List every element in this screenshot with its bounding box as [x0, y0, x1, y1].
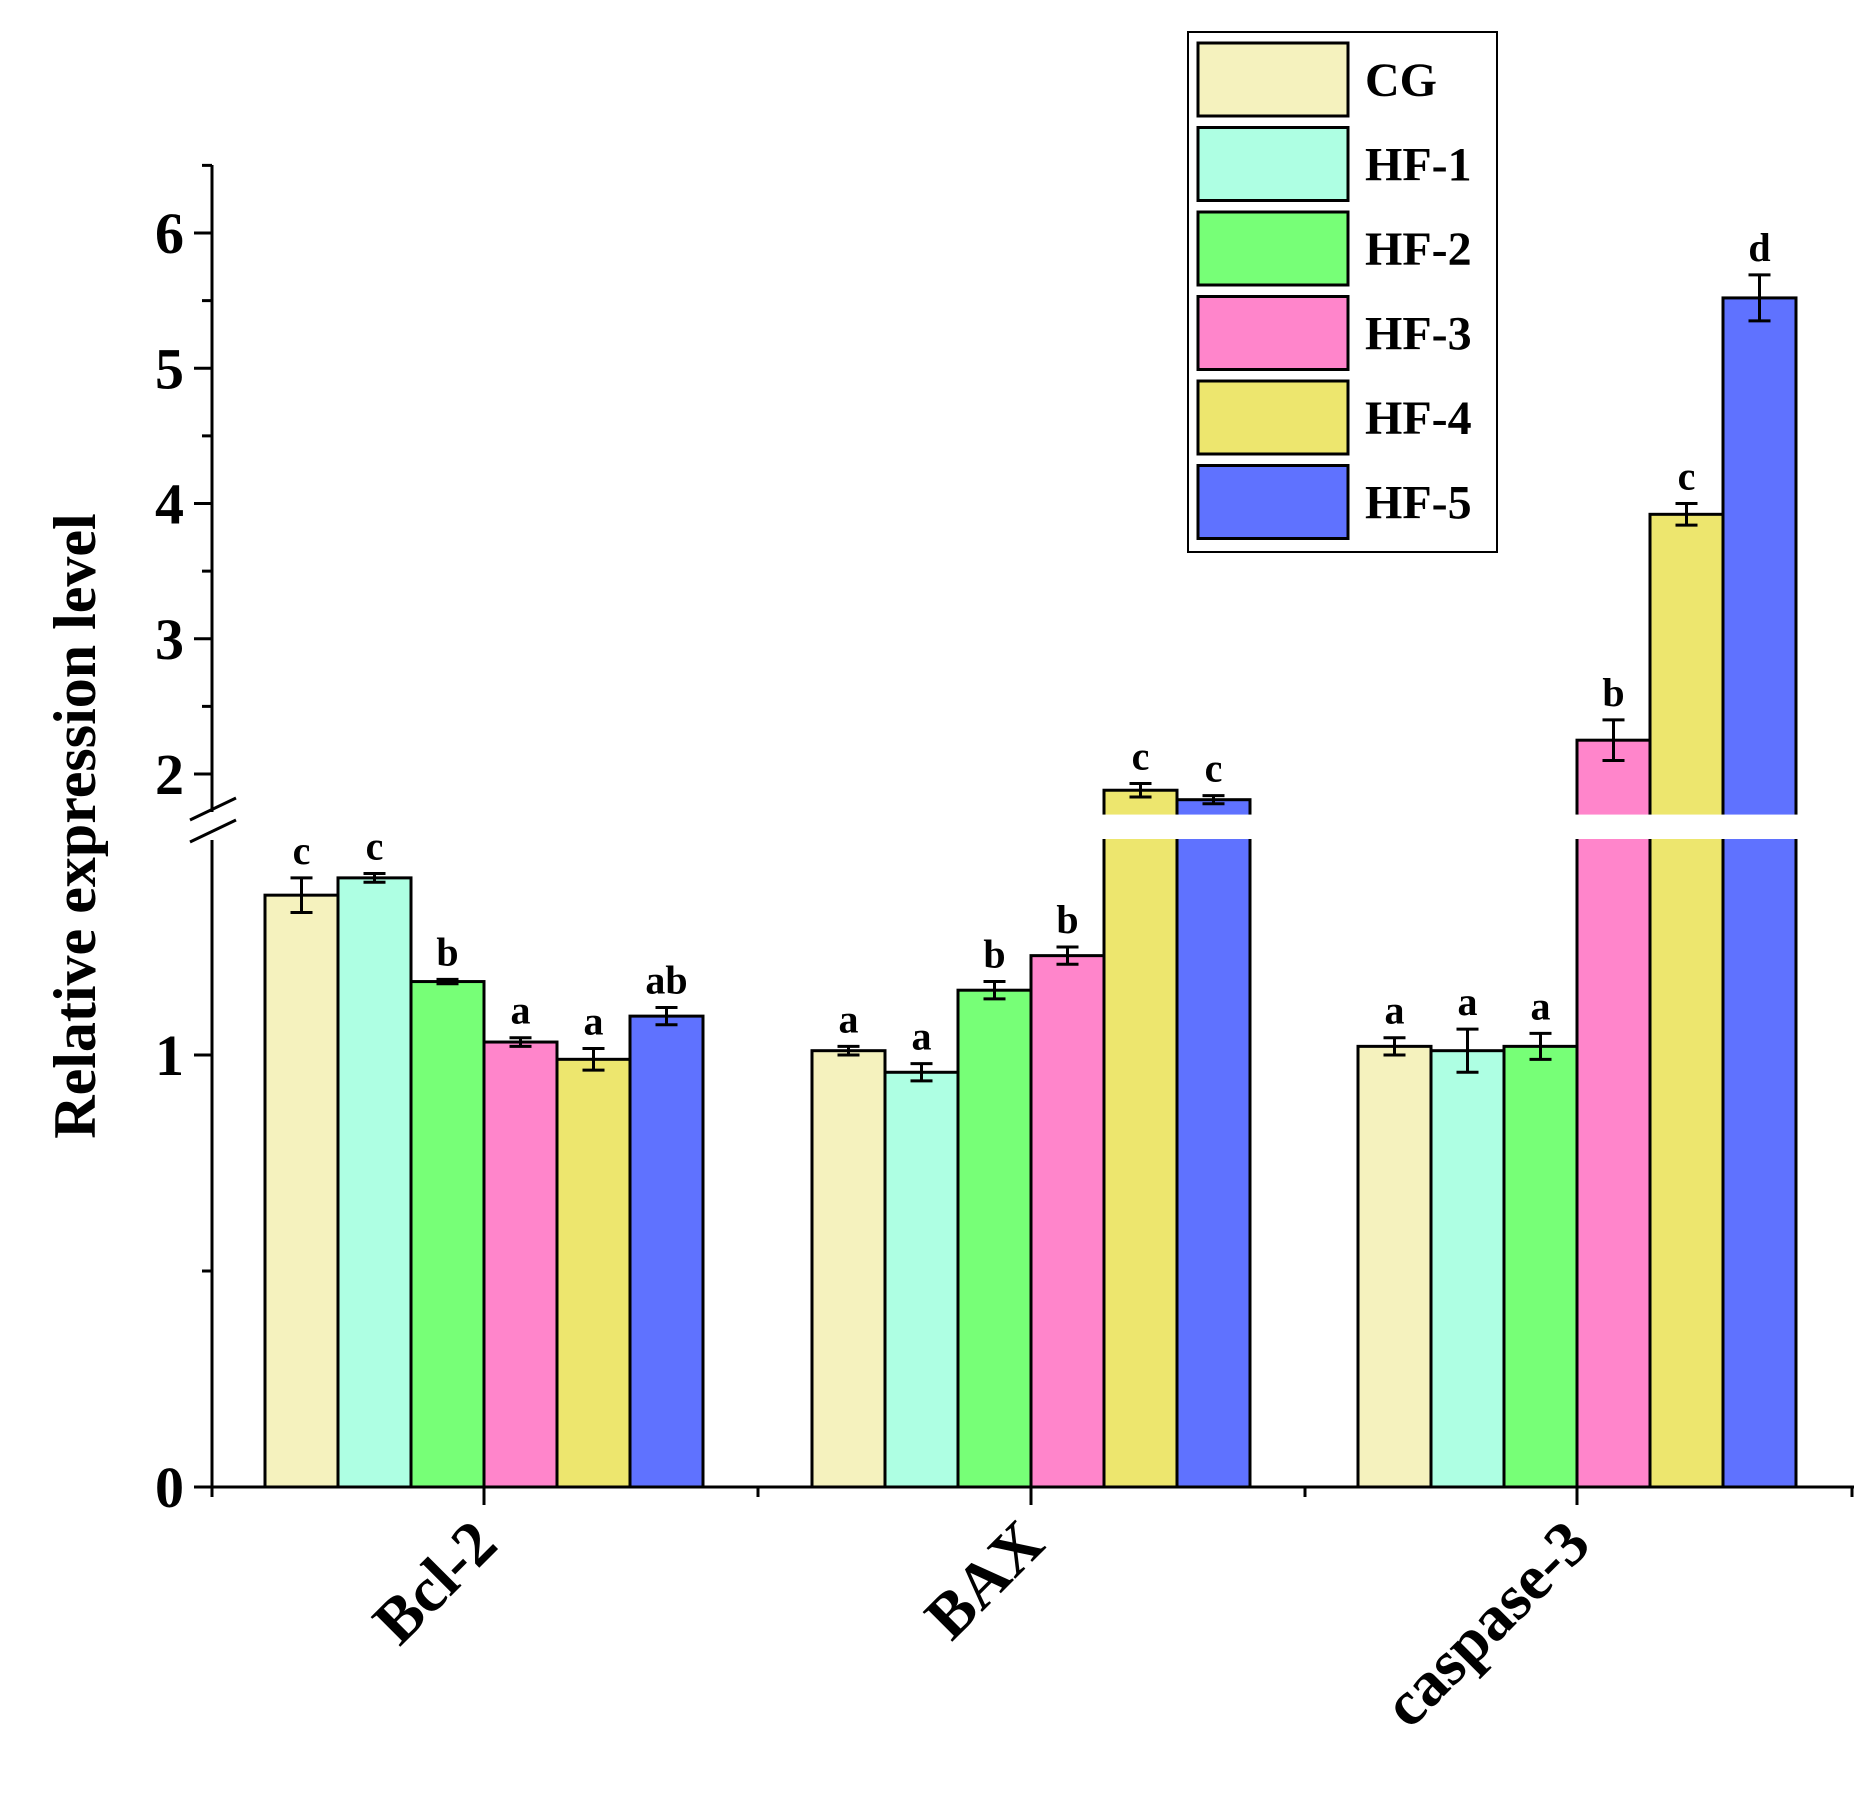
- axis-break-mark: [189, 818, 237, 844]
- legend-label: CG: [1365, 54, 1437, 107]
- y-tick-label: 2: [155, 742, 184, 807]
- axis-break-gap: [190, 814, 1810, 839]
- bar: [1575, 738, 1652, 1489]
- significance-label: c: [1678, 454, 1696, 499]
- y-tick-label: 0: [155, 1455, 184, 1520]
- significance-label: b: [436, 929, 458, 974]
- bar: [409, 980, 486, 1489]
- legend-swatch: [1196, 210, 1350, 287]
- significance-label: c: [293, 828, 311, 873]
- break-band: [190, 814, 1810, 839]
- significance-label: a: [584, 999, 604, 1044]
- legend: CG HF-1 HF-2 HF-3 HF-4 HF-5: [1187, 31, 1498, 553]
- y-tick-label: 4: [155, 472, 184, 537]
- significance-label: a: [839, 996, 859, 1041]
- significance-label: a: [1458, 979, 1478, 1024]
- bar: [1175, 798, 1252, 1489]
- bar: [1356, 1044, 1433, 1489]
- category-label: Bcl-2: [359, 1507, 510, 1658]
- significance-label: a: [511, 988, 531, 1033]
- category-label: caspase-3: [1369, 1507, 1603, 1741]
- axis-break-mark: [189, 796, 237, 822]
- significance-label: b: [1602, 670, 1624, 715]
- bar: [956, 988, 1033, 1489]
- significance-label: c: [1132, 733, 1150, 778]
- bar: [263, 893, 340, 1489]
- legend-label: HF-4: [1365, 392, 1472, 445]
- bar: [482, 1040, 559, 1489]
- bar: [883, 1070, 960, 1489]
- y-tick-label: 3: [155, 607, 184, 672]
- significance-label: a: [912, 1014, 932, 1059]
- significance-label: a: [1531, 983, 1551, 1028]
- y-axis-title: Relative expression level: [42, 513, 108, 1138]
- category-label: BAX: [911, 1507, 1057, 1653]
- bar: [1721, 296, 1798, 1489]
- significance-label: ab: [645, 957, 687, 1002]
- legend-swatch: [1196, 41, 1350, 118]
- significance-label: c: [366, 824, 384, 869]
- legend-label: HF-3: [1365, 308, 1472, 361]
- bar: [1429, 1049, 1506, 1489]
- legend-label: HF-2: [1365, 223, 1472, 276]
- bar: [1102, 788, 1179, 1489]
- bar: [1029, 954, 1106, 1489]
- legend-label: HF-1: [1365, 139, 1472, 192]
- bars-layer: [263, 273, 1798, 1489]
- bar: [810, 1049, 887, 1489]
- legend-label: HF-5: [1365, 477, 1472, 530]
- significance-label: a: [1385, 988, 1405, 1033]
- bar: [1648, 512, 1725, 1489]
- bar: [336, 876, 413, 1489]
- significance-label: b: [983, 932, 1005, 977]
- y-tick-label: 5: [155, 336, 184, 401]
- significance-label: d: [1748, 225, 1770, 270]
- y-tick-label: 6: [155, 201, 184, 266]
- significance-label: c: [1205, 746, 1223, 791]
- legend-swatch: [1196, 295, 1350, 371]
- legend-swatch: [1196, 464, 1350, 540]
- bar: [1502, 1044, 1579, 1489]
- significance-label: b: [1056, 897, 1078, 942]
- y-tick-label: 1: [155, 1023, 184, 1088]
- bar: [555, 1057, 632, 1489]
- legend-swatch: [1196, 379, 1350, 456]
- legend-swatch: [1196, 126, 1350, 202]
- bar: [628, 1014, 705, 1489]
